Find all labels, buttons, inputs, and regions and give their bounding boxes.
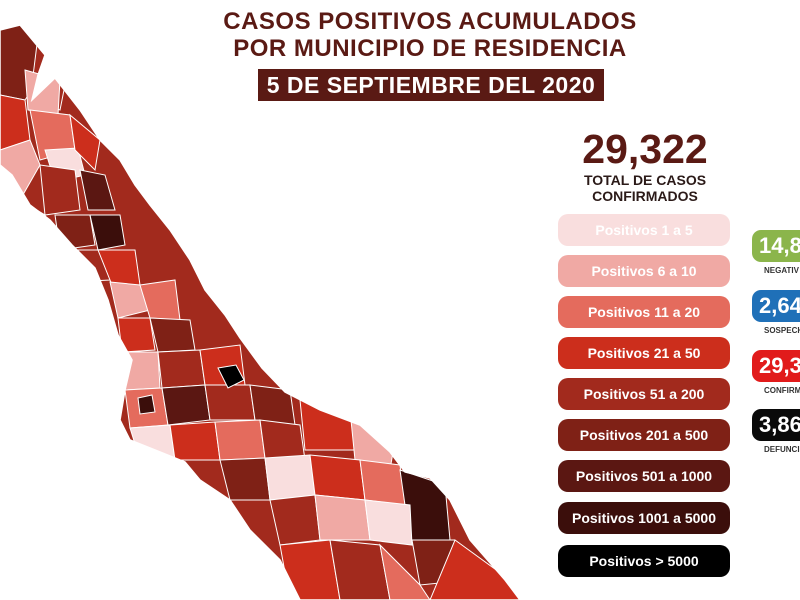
total-cases-label: TOTAL DE CASOS CONFIRMADOS <box>560 172 730 204</box>
stat-negative-value: 14,8 <box>752 230 800 262</box>
total-label-line-2: CONFIRMADOS <box>592 188 698 204</box>
title-line-2: POR MUNICIPIO DE RESIDENCIA <box>233 35 627 62</box>
title-line-1: CASOS POSITIVOS ACUMULADOS <box>223 8 637 35</box>
stat-confirmed-value: 29,3 <box>752 350 800 382</box>
legend-item-201-500: Positivos 201 a 500 <box>558 419 730 451</box>
legend-item-501-1000: Positivos 501 a 1000 <box>558 460 730 492</box>
legend-item-over-5000: Positivos > 5000 <box>558 545 730 577</box>
date-banner: 5 DE SEPTIEMBRE DEL 2020 <box>258 69 604 101</box>
legend-item-51-200: Positivos 51 a 200 <box>558 378 730 410</box>
stat-deaths-label: DEFUNCI <box>764 445 800 454</box>
legend-item-6-10: Positivos 6 a 10 <box>558 255 730 287</box>
total-label-line-1: TOTAL DE CASOS <box>583 172 707 188</box>
legend-item-11-20: Positivos 11 a 20 <box>558 296 730 328</box>
municipality-map <box>0 24 521 600</box>
legend-item-1-5: Positivos 1 a 5 <box>558 214 730 246</box>
stat-suspect-value: 2,64 <box>752 290 800 322</box>
map-title: CASOS POSITIVOS ACUMULADOS POR MUNICIPIO… <box>200 8 660 62</box>
total-cases-number: 29,322 <box>582 126 708 172</box>
stat-confirmed-label: CONFIRM <box>764 386 800 395</box>
stat-deaths-value: 3,86 <box>752 409 800 441</box>
legend-item-21-50: Positivos 21 a 50 <box>558 337 730 369</box>
legend-item-1001-5000: Positivos 1001 a 5000 <box>558 502 730 534</box>
stat-suspect-label: SOSPECH <box>764 326 800 335</box>
stat-negative-label: NEGATIV <box>764 266 799 275</box>
